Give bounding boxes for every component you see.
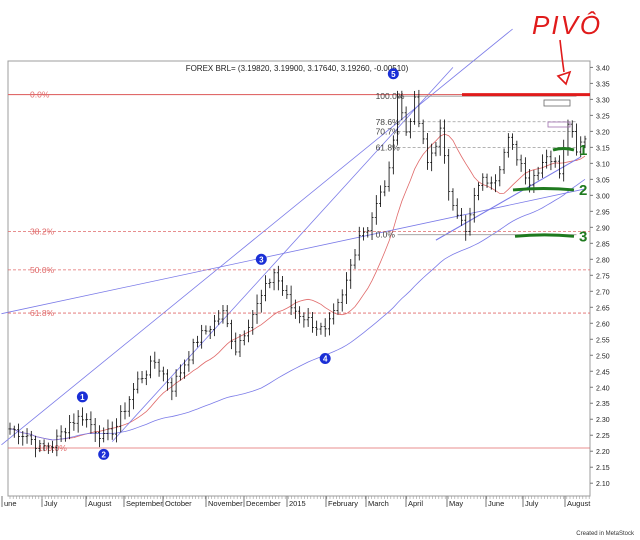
y-tick-label: 2.50 (596, 353, 610, 360)
moving-average-long (9, 178, 586, 441)
y-tick-label: 3.25 (596, 113, 610, 120)
fib-level-label: 50.0% (30, 265, 55, 275)
y-tick-label: 2.85 (596, 241, 610, 248)
y-tick-label: 3.35 (596, 81, 610, 88)
support-trend-line (435, 156, 582, 241)
wave-badge-label: 5 (391, 70, 396, 79)
pivot-arrow-line (559, 39, 565, 73)
fib-short-label: 0.0% (376, 230, 396, 240)
fib-short-label: 78.6% (376, 117, 401, 127)
y-tick-label: 2.60 (596, 321, 610, 328)
channel-upper-line (1, 28, 513, 446)
fibonacci-levels: 0.0%38.2%50.0%61.8%100.0%100.0%78.6%70.7… (8, 90, 590, 453)
pivot-box-upper (543, 99, 571, 107)
fib-short-label: 100.0% (376, 91, 405, 101)
pivot-level-stroke (512, 186, 575, 192)
pivot-level-stroke (514, 233, 575, 238)
y-tick-label: 3.40 (596, 65, 610, 72)
wave-badge (76, 391, 88, 403)
y-tick-label: 3.05 (596, 177, 610, 184)
x-tick-label: May (449, 499, 463, 508)
x-tick-label: 2015 (289, 499, 306, 508)
fib-short-label: 70.7% (376, 126, 401, 136)
trend-line-steep (111, 67, 454, 442)
y-tick-label: 3.00 (596, 193, 610, 200)
y-tick-label: 3.20 (596, 129, 610, 136)
pivot-level-stroke (552, 146, 575, 152)
pivot-marks: 1 2 3 (462, 39, 590, 245)
fib-level-label: 61.8% (30, 308, 55, 318)
x-tick-label: July (525, 499, 539, 508)
wave-badge-label: 4 (323, 354, 328, 363)
wave-badge (387, 68, 399, 80)
fib-level-label: 38.2% (30, 226, 55, 236)
wave-badge-label: 3 (259, 255, 264, 264)
y-tick-label: 3.30 (596, 97, 610, 104)
x-tick-label: August (567, 499, 591, 508)
pivot-level-label: 2 (579, 182, 587, 199)
x-tick-label: December (246, 499, 281, 508)
y-tick-label: 2.10 (596, 481, 610, 488)
y-tick-label: 2.75 (596, 273, 610, 280)
chart-title: FOREX BRL= (3.19820, 3.19900, 3.17640, 3… (186, 64, 409, 73)
pivot-box-lower (547, 121, 571, 128)
y-tick-label: 2.25 (596, 433, 610, 440)
y-tick-label: 3.15 (596, 145, 610, 152)
y-tick-label: 2.65 (596, 305, 610, 312)
y-tick-label: 2.30 (596, 417, 610, 424)
y-tick-label: 2.55 (596, 337, 610, 344)
y-tick-label: 2.80 (596, 257, 610, 264)
fib-short-label: 61.8% (376, 142, 401, 152)
y-tick-label: 2.90 (596, 225, 610, 232)
wave-labels: 1 2 3 4 5 (76, 68, 399, 460)
x-axis: une July August September October November Dec… (1, 496, 591, 508)
x-tick-label: July (44, 499, 58, 508)
pivot-annotation-text: PIVÔ (532, 10, 602, 40)
y-tick-label: 2.20 (596, 449, 610, 456)
x-tick-label: February (328, 499, 358, 508)
y-tick-label: 2.45 (596, 369, 610, 376)
y-tick-label: 2.40 (596, 385, 610, 392)
x-tick-label: August (88, 499, 112, 508)
x-tick-label: October (165, 499, 192, 508)
moving-average-short (9, 133, 586, 441)
pivot-level-label: 3 (579, 228, 587, 245)
wave-badge (319, 352, 331, 364)
pivot-level-label: 1 (579, 142, 587, 159)
y-tick-label: 2.95 (596, 209, 610, 216)
wave-badge (255, 253, 267, 265)
x-tick-label: March (368, 499, 389, 508)
y-tick-label: 2.15 (596, 465, 610, 472)
y-axis: 3.40 3.35 3.30 3.25 3.20 3.15 3.10 3.05 3.00 2.95… (590, 65, 610, 488)
y-tick-label: 2.35 (596, 401, 610, 408)
y-tick-label: 3.10 (596, 161, 610, 168)
wave-badge-label: 2 (101, 450, 106, 459)
y-tick-label: 2.70 (596, 289, 610, 296)
wave-badge (98, 448, 110, 460)
x-tick-label: November (208, 499, 243, 508)
wave-badge-label: 1 (80, 393, 85, 402)
x-tick-label: April (408, 499, 423, 508)
x-tick-label: June (488, 499, 504, 508)
x-tick-label: une (4, 499, 17, 508)
trend-lines (1, 28, 586, 446)
footer-credit: Created in MetaStock (576, 531, 635, 537)
price-bars (8, 89, 587, 458)
x-tick-label: September (126, 499, 163, 508)
pivot-arrow-head (556, 70, 572, 86)
fib-level-label: 0.0% (30, 90, 50, 100)
